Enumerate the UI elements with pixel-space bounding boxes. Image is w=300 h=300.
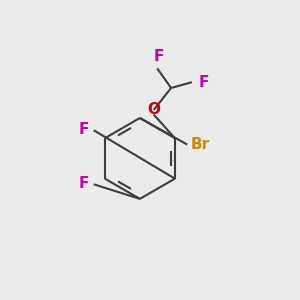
Text: O: O bbox=[147, 102, 160, 117]
Text: F: F bbox=[78, 176, 88, 191]
Text: F: F bbox=[199, 75, 209, 90]
Text: Br: Br bbox=[191, 137, 210, 152]
Text: F: F bbox=[78, 122, 88, 137]
Text: F: F bbox=[153, 49, 164, 64]
